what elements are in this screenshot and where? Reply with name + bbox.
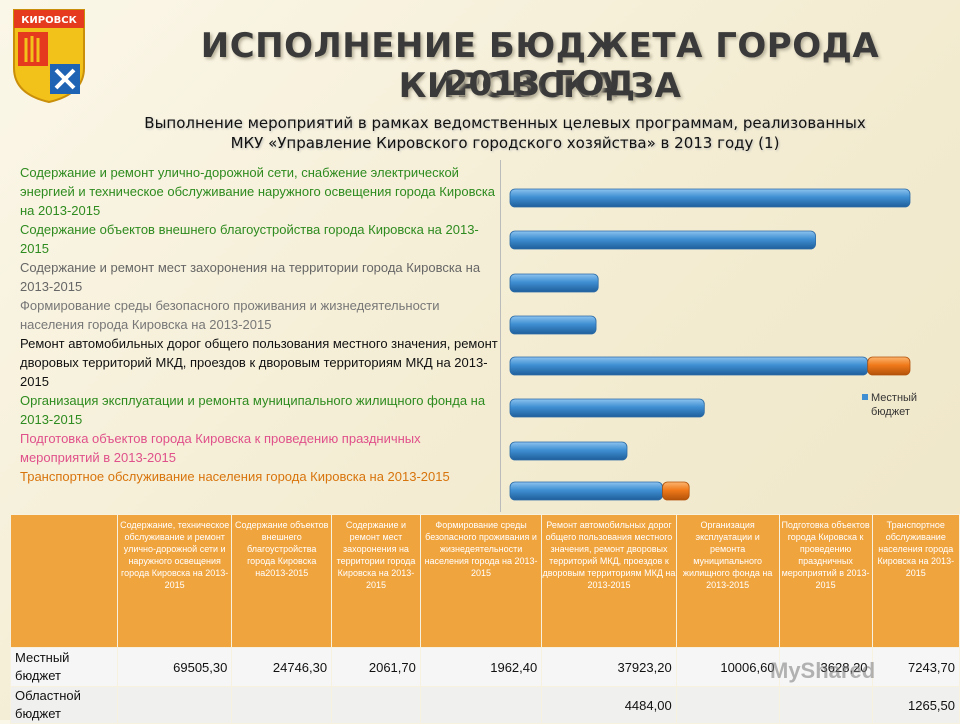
table-cell: 4484,00 — [541, 686, 677, 724]
legend-swatch — [862, 394, 868, 400]
bar-local-budget — [509, 188, 911, 208]
bar-local-budget — [509, 356, 869, 376]
subtitle-line-2: МКУ «Управление Кировского городского хо… — [230, 134, 780, 152]
table-column-header: Организация эксплуатации и ремонта муниц… — [675, 514, 780, 648]
bar-regional-budget — [867, 356, 911, 376]
table-cell — [231, 686, 333, 724]
table-column-header: Содержание, техническое обслуживание и р… — [116, 514, 233, 648]
subtitle-line-1: Выполнение мероприятий в рамках ведомств… — [144, 114, 866, 132]
crest-text: КИРОВСК — [21, 15, 77, 26]
table-cell: 1962,40 — [419, 647, 543, 687]
program-labels: Содержание и ремонт улично-дорожной сети… — [20, 163, 498, 486]
table-cell: 24746,30 — [231, 647, 333, 687]
program-label: Организация эксплуатации и ремонта муниц… — [20, 393, 486, 427]
program-label: Формирование среды безопасного проживани… — [20, 298, 440, 332]
city-crest: КИРОВСК — [13, 9, 85, 104]
table-cell: 2061,70 — [331, 647, 421, 687]
legend-label: Местный — [871, 392, 917, 404]
chart-axis-line — [500, 160, 501, 512]
budget-bar-chart: Местный бюджет — [509, 188, 917, 501]
program-label: Транспортное обслуживание населения горо… — [20, 469, 450, 484]
table-cell: 37923,20 — [541, 647, 677, 687]
table-column-header: Формирование среды безопасного проживани… — [419, 514, 543, 648]
bar-local-budget — [509, 315, 597, 335]
table-corner-cell — [10, 514, 118, 648]
legend-label: бюджет — [871, 406, 910, 418]
program-label: Подготовка объектов города Кировска к пр… — [20, 431, 421, 465]
bar-regional-budget — [662, 481, 690, 501]
table-row: Областной бюджет 4484,00 1265,50 — [10, 686, 960, 724]
page-title-line-2: 2013 ГОД — [444, 64, 636, 104]
watermark: MyShared — [770, 658, 876, 683]
table-row-header: Местный бюджет — [10, 647, 118, 687]
table-column-header: Транспортное обслуживание населения горо… — [871, 514, 960, 648]
table-cell — [331, 686, 421, 724]
table-header-row: Содержание, техническое обслуживание и р… — [10, 514, 960, 648]
table-column-header: Содержание и ремонт мест захоронения на … — [331, 514, 421, 648]
table-cell: 1265,50 — [871, 686, 960, 724]
table-column-header: Подготовка объектов города Кировска к пр… — [778, 514, 873, 648]
table-row: Местный бюджет 69505,30 24746,30 2061,70 196… — [10, 647, 960, 687]
chart-subtitle: Выполнение мероприятий в рамках ведомств… — [120, 113, 890, 153]
table-column-header: Ремонт автомобильных дорог общего пользо… — [541, 514, 677, 648]
table-row-header: Областной бюджет — [10, 686, 118, 724]
program-label: Содержание объектов внешнего благоустрой… — [20, 222, 479, 256]
budget-table: Содержание, техническое обслуживание и р… — [10, 514, 960, 724]
table-cell — [675, 686, 780, 724]
bar-local-budget — [509, 273, 599, 293]
table-cell — [778, 686, 873, 724]
table-cell — [116, 686, 233, 724]
bar-local-budget — [509, 481, 663, 501]
bar-local-budget — [509, 230, 816, 250]
table-column-header: Содержание объектов внешнего благоустрой… — [231, 514, 333, 648]
table-cell — [419, 686, 543, 724]
bar-local-budget — [509, 398, 705, 418]
table-cell: 3628,20 — [778, 647, 873, 687]
bar-local-budget — [509, 441, 628, 461]
page-title-line-1: ИСПОЛНЕНИЕ БЮДЖЕТА ГОРОДА КИРОВСКА ЗА — [200, 26, 880, 106]
table-cell: 7243,70 — [871, 647, 960, 687]
table-cell: 10006,60 — [675, 647, 780, 687]
program-label: Содержание и ремонт улично-дорожной сети… — [20, 165, 496, 218]
program-label: Содержание и ремонт мест захоронения на … — [20, 260, 481, 294]
program-label: Ремонт автомобильных дорог общего пользо… — [20, 336, 498, 389]
table-cell: 69505,30 — [116, 647, 233, 687]
